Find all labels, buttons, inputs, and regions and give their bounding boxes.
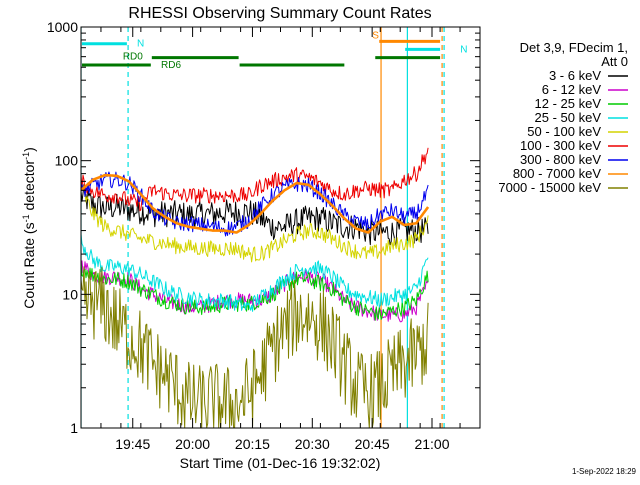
vertical-markers: [81, 27, 445, 428]
series-line-7: [81, 173, 430, 234]
x-axis-label: Start Time (01-Dec-16 19:32:02): [180, 455, 381, 471]
y-tick-label: 10: [62, 286, 78, 302]
x-tick-label: 20:45: [355, 436, 390, 452]
legend-entry-label: 12 - 25 keV: [535, 96, 602, 111]
x-tick-label: 20:00: [175, 436, 210, 452]
series-line-5: [81, 147, 429, 212]
y-tick-label: 1000: [47, 19, 78, 35]
legend-entry-label: 7000 - 15000 keV: [498, 180, 601, 195]
legend-entry-label: 25 - 50 keV: [535, 110, 602, 125]
overlay-label: N: [137, 39, 144, 50]
legend-entry-label: 800 - 7000 keV: [513, 166, 602, 181]
series-layer: [81, 147, 430, 428]
legend-entry-label: 6 - 12 keV: [542, 82, 602, 97]
overlay-label: S: [372, 30, 379, 41]
series-line-8: [81, 266, 429, 428]
x-tick-label: 20:15: [235, 436, 270, 452]
overlay-label: RD6: [161, 60, 181, 71]
y-axis-label: Count Rate (s-1 detector-1): [21, 147, 37, 309]
chart-title: RHESSI Observing Summary Count Rates: [128, 5, 431, 22]
tick-labels: 19:45 20:00 20:15 20:30 20:45 21:00 1 10 100 1000: [47, 19, 481, 452]
generated-timestamp: 1-Sep-2022 18:29: [572, 467, 637, 476]
y-tick-label: 1: [70, 420, 78, 436]
series-line-4: [81, 183, 429, 263]
series-line-3: [81, 234, 429, 312]
legend-header-line-1: Det 3,9, FDecim 1,: [520, 40, 628, 55]
series-line-1: [81, 260, 429, 323]
overlay-label: RD0: [123, 52, 143, 63]
legend-entry-label: 50 - 100 keV: [527, 124, 601, 139]
attenuator-overlays: N N S RD0 RD6: [82, 30, 467, 71]
x-tick-label: 20:30: [295, 436, 330, 452]
legend-header-line-2: Att 0: [601, 54, 628, 69]
overlay-label: N: [460, 44, 467, 55]
legend-entry-label: 100 - 300 keV: [520, 138, 601, 153]
series-line-2: [81, 260, 429, 321]
legend-entry-label: 3 - 6 keV: [549, 68, 601, 83]
x-tick-label: 21:00: [414, 436, 449, 452]
y-tick-label: 100: [55, 153, 79, 169]
legend-entry-label: 300 - 800 keV: [520, 152, 601, 167]
x-tick-label: 19:45: [115, 436, 150, 452]
series-line-6: [81, 171, 429, 237]
